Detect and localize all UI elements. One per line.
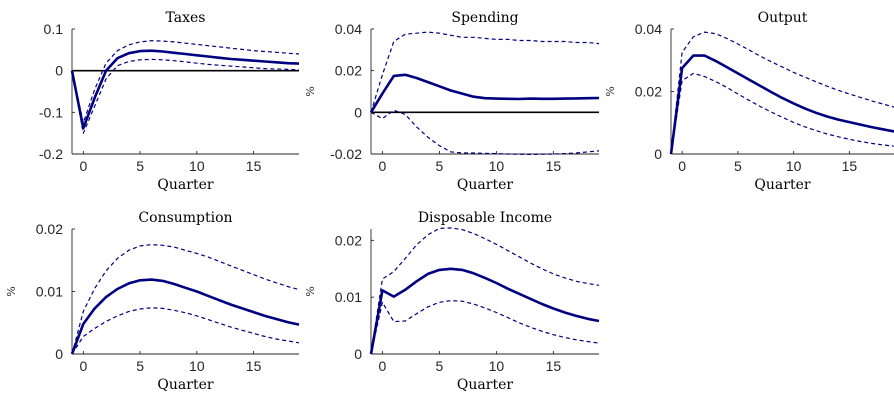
x-tick-label: 0 <box>379 358 387 374</box>
y-tick-label: 0 <box>55 346 63 362</box>
x-tick-label: 15 <box>246 158 262 174</box>
x-tick-label: 5 <box>734 158 742 174</box>
panel-4: Disposable Income 0 5 10 15 0 0.01 0.02 Quarter% <box>304 210 600 393</box>
x-tick-label: 0 <box>678 158 686 174</box>
y-tick-label: 0.01 <box>36 284 63 300</box>
x-axis-label: Quarter <box>457 177 513 193</box>
x-tick-label: 10 <box>786 158 802 174</box>
x-tick-label: 10 <box>489 158 505 174</box>
y-tick-label: -0.02 <box>330 146 362 162</box>
series-line-median <box>369 267 600 355</box>
y-tick-label: 0 <box>55 63 63 79</box>
x-tick-label: 15 <box>842 158 858 174</box>
x-tick-label: 15 <box>246 358 262 374</box>
x-tick-label: 15 <box>546 358 562 374</box>
series-line-band <box>71 40 300 124</box>
x-axis-label: Quarter <box>754 177 810 193</box>
y-tick-label: 0 <box>654 146 662 162</box>
y-tick-label: 0 <box>354 104 362 120</box>
x-axis-label: Quarter <box>157 177 213 193</box>
series-line-median <box>70 278 300 355</box>
y-tick-label: 0.02 <box>635 84 662 100</box>
y-axis-label: % <box>604 86 617 96</box>
y-tick-label: 0.1 <box>44 21 64 37</box>
series-line-band <box>670 72 894 155</box>
y-tick-label: 0.02 <box>335 232 362 248</box>
panel-title: Disposable Income <box>418 210 552 226</box>
panel-2: Output 0 5 10 15 0 0.02 0.04 Quarter% <box>604 10 894 193</box>
y-tick-label: 0.04 <box>335 21 362 37</box>
series-line-band <box>71 307 300 355</box>
panel-title: Spending <box>451 10 518 26</box>
panel-0: Taxes 0 5 10 15 -0.2 -0.1 0 0.1 Quarter <box>39 10 300 193</box>
x-tick-label: 10 <box>489 358 505 374</box>
series-line-median <box>669 54 894 155</box>
series-line-median <box>369 73 600 113</box>
x-tick-label: 5 <box>136 158 144 174</box>
x-tick-label: 0 <box>379 158 387 174</box>
series-line-band <box>370 31 600 113</box>
y-axis-label: % <box>304 286 317 296</box>
y-tick-label: 0.04 <box>635 21 662 37</box>
series-line-band <box>370 300 600 355</box>
y-tick-label: 0 <box>354 346 362 362</box>
panel-3: Consumption 0 5 10 15 0 0.01 0.02 Quarter% <box>5 210 300 393</box>
series-line-band <box>370 109 600 155</box>
series-line-band <box>670 31 894 155</box>
y-axis-label: % <box>304 86 317 96</box>
panel-1: Spending 0 5 10 15 -0.02 0 0.02 0.04 Quarter% <box>304 10 600 193</box>
x-tick-label: 0 <box>79 358 87 374</box>
series-line-band <box>71 58 300 134</box>
y-tick-label: 0.02 <box>36 221 63 237</box>
series-line-band <box>370 227 600 355</box>
x-tick-label: 5 <box>436 358 444 374</box>
y-tick-label: -0.1 <box>39 104 63 120</box>
x-tick-label: 0 <box>79 158 87 174</box>
y-tick-label: -0.2 <box>39 146 63 162</box>
series-line-median <box>70 49 300 130</box>
x-tick-label: 5 <box>436 158 444 174</box>
x-tick-label: 5 <box>136 358 144 374</box>
x-axis-label: Quarter <box>457 377 513 393</box>
x-tick-label: 10 <box>189 358 205 374</box>
y-axis-label: % <box>5 286 18 296</box>
panel-title: Output <box>758 10 808 26</box>
panel-title: Taxes <box>166 10 206 26</box>
y-tick-label: 0.02 <box>335 63 362 79</box>
x-tick-label: 15 <box>546 158 562 174</box>
x-tick-label: 10 <box>189 158 205 174</box>
y-tick-label: 0.01 <box>335 289 362 305</box>
series-line-band <box>71 244 300 355</box>
x-axis-label: Quarter <box>157 377 213 393</box>
panel-title: Consumption <box>138 210 232 226</box>
